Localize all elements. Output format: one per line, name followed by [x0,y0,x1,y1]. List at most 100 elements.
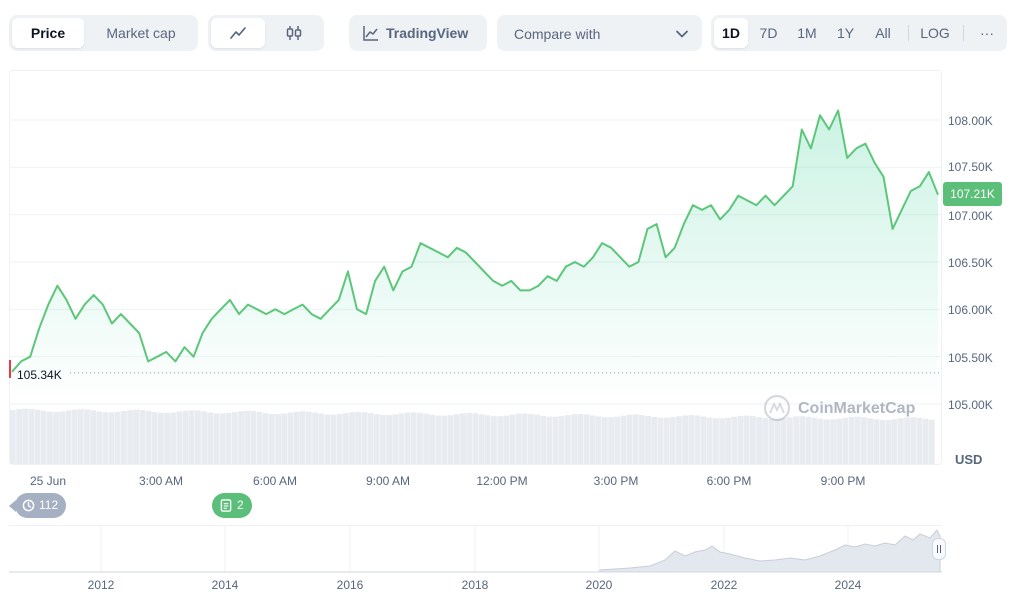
volume-bar [558,416,565,464]
history-count: 112 [39,498,59,512]
volume-bar [392,414,399,464]
volume-bar [355,411,362,464]
volume-bar [824,419,830,464]
range-1m[interactable]: 1M [797,25,817,41]
volume-bar [700,416,707,464]
volume-bar [158,412,164,464]
volume-bar [417,412,423,464]
volume-bar [509,414,516,464]
volume-bar [10,410,16,464]
volume-bar [164,413,170,464]
volume-bar [367,413,374,464]
volume-bar [799,416,806,464]
volume-bar [774,418,781,464]
volume-bar [336,414,343,464]
volume-bar [787,417,793,464]
volume-bar [484,415,491,464]
news-events-badge[interactable]: 2 [212,493,252,518]
tradingview-button[interactable]: TradingView [349,15,487,51]
volume-bar [867,418,873,464]
price-line [11,109,939,373]
line-chart-button[interactable] [211,18,265,48]
volume-bar [830,419,836,464]
volume-bar [447,415,454,464]
compare-with-dropdown[interactable]: Compare with [497,15,702,51]
x-tick-label: 9:00 AM [365,474,411,488]
volume-bar [743,415,750,464]
volume-bar [780,418,787,464]
candlestick-button[interactable] [267,18,321,48]
volume-bar [571,414,577,464]
range-1y[interactable]: 1Y [836,25,855,41]
more-options-button[interactable]: ··· [980,25,994,41]
candlestick-icon [286,26,302,40]
volume-bar [435,415,442,464]
current-price-badge: 107.21K [943,182,1002,206]
volume-bar [608,417,614,464]
volume-bar [460,413,466,464]
volume-bar [546,416,553,464]
range-1d[interactable]: 1D [714,18,748,48]
volume-bar [472,413,479,464]
volume-bar [861,417,867,464]
volume-bar [645,415,651,464]
volume-bar [262,413,269,464]
volume-bar [528,413,534,464]
volume-bar [583,414,590,464]
volume-bar [373,414,380,464]
navigator-handle[interactable] [932,538,946,560]
volume-bar [811,417,818,464]
volume-bar [577,414,584,464]
x-tick-label: 12:00 PM [476,474,528,488]
volume-bar [16,409,22,464]
open-price-label: 105.34K [17,368,62,382]
volume-bar [651,417,658,464]
volume-bar [170,412,177,464]
volume-bar [737,415,744,464]
volume-bar [22,408,29,464]
y-tick-label: 106.00K [948,303,993,317]
volume-bar [386,415,392,464]
volume-bar [40,410,47,464]
news-count: 2 [237,498,244,512]
volume-bar [28,408,35,464]
y-tick-label: 106.50K [948,256,993,270]
range-divider [908,25,909,41]
log-scale-toggle[interactable]: LOG [920,25,950,41]
volume-bar [207,412,214,464]
volume-bar [398,413,405,464]
volume-bar [854,416,861,464]
volume-bar [848,416,855,464]
history-events-badge[interactable]: 112 [9,493,66,518]
volume-bar [750,416,756,464]
price-mode-toggle: Price Market cap [9,15,198,51]
volume-bar [602,417,608,464]
volume-bar [595,416,602,464]
volume-bar [84,409,90,464]
volume-bar [176,411,183,464]
document-icon [220,499,232,512]
volume-bar [916,417,923,464]
range-all[interactable]: All [875,25,891,41]
volume-bar [293,411,300,464]
volume-bar [182,410,189,464]
tab-price[interactable]: Price [12,18,84,48]
volume-bar [928,419,935,464]
volume-bar [491,416,497,464]
navigator-year: 2014 [211,578,239,592]
volume-bar [885,419,892,464]
volume-bar [330,414,337,464]
grip-icon [937,545,938,553]
range-7d[interactable]: 7D [759,25,778,41]
x-tick-label: 6:00 AM [252,474,298,488]
volume-bar [361,412,368,464]
volume-bar [904,417,910,464]
volume-bar [219,413,226,464]
volume-bar [725,417,732,464]
volume-bar [410,412,417,464]
current-price-value: 107.21K [950,187,995,201]
tab-market-cap[interactable]: Market cap [106,25,176,41]
volume-bar [188,410,195,464]
volume-bar [478,414,485,464]
